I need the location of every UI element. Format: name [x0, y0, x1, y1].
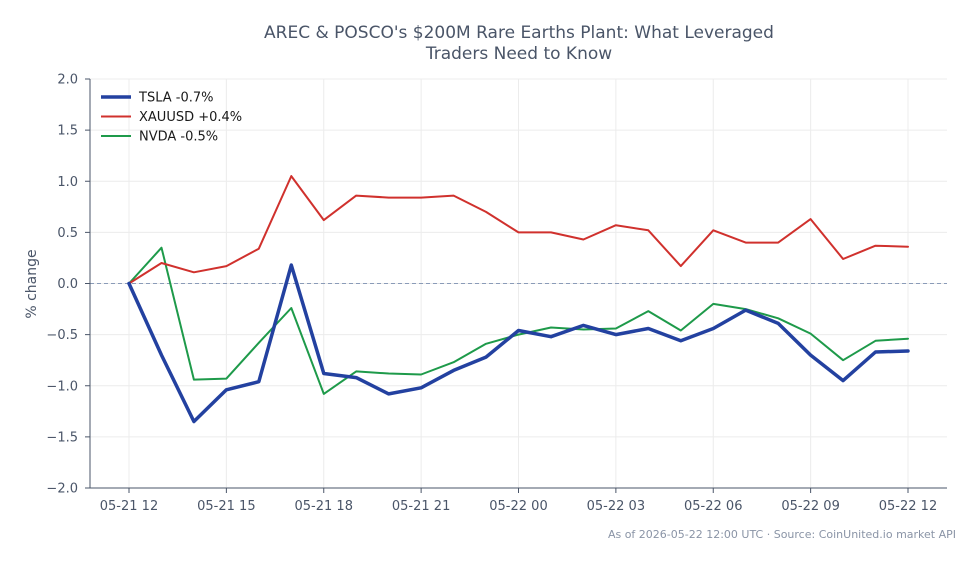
x-tick-label: 05-22 03	[587, 499, 645, 514]
source-footer: As of 2026-05-22 12:00 UTC · Source: Coi…	[608, 528, 956, 541]
y-tick-label: −1.5	[46, 430, 78, 445]
x-tick-label: 05-22 09	[781, 499, 839, 514]
y-tick-label: 2.0	[57, 73, 78, 88]
series-line-tsla	[127, 263, 910, 424]
series-line-xauusd	[128, 175, 909, 285]
y-tick-label: 1.5	[57, 124, 78, 139]
y-tick-label: 1.0	[57, 175, 78, 190]
chart-title: AREC & POSCO's $200M Rare Earths Plant: …	[264, 23, 774, 64]
y-axis-label: % change	[24, 249, 40, 318]
legend: TSLA -0.7% XAUUSD +0.4% NVDA -0.5%	[101, 91, 242, 145]
legend-label: XAUUSD +0.4%	[139, 110, 242, 125]
x-tick-label: 05-21 21	[392, 499, 450, 514]
x-tick-label: 05-21 15	[197, 499, 255, 514]
y-axis-title: % change	[24, 249, 40, 318]
y-tick-label: −2.0	[46, 482, 78, 497]
chart-title-line: AREC & POSCO's $200M Rare Earths Plant: …	[264, 23, 774, 43]
x-axis-ticks: 05-21 12 05-21 15 05-21 18 05-21 21 05-22 00…	[100, 488, 937, 514]
y-tick-label: −0.5	[46, 328, 78, 343]
x-tick-label: 05-22 12	[879, 499, 937, 514]
y-axis-ticks: 2.0 1.5 1.0 0.5 0.0 −0.5 −1.0 −1.5 −2.0	[46, 73, 90, 497]
series-line-nvda	[128, 246, 909, 395]
x-tick-label: 05-22 00	[489, 499, 547, 514]
y-tick-label: −1.0	[46, 379, 78, 394]
x-tick-label: 05-21 18	[295, 499, 353, 514]
x-tick-label: 05-21 12	[100, 499, 158, 514]
x-tick-label: 05-22 06	[684, 499, 742, 514]
legend-label: TSLA -0.7%	[138, 91, 213, 106]
legend-label: NVDA -0.5%	[139, 130, 218, 145]
y-tick-label: 0.0	[57, 277, 78, 292]
y-tick-label: 0.5	[57, 226, 78, 241]
series-lines	[127, 175, 910, 424]
chart-title-line: Traders Need to Know	[425, 44, 612, 64]
